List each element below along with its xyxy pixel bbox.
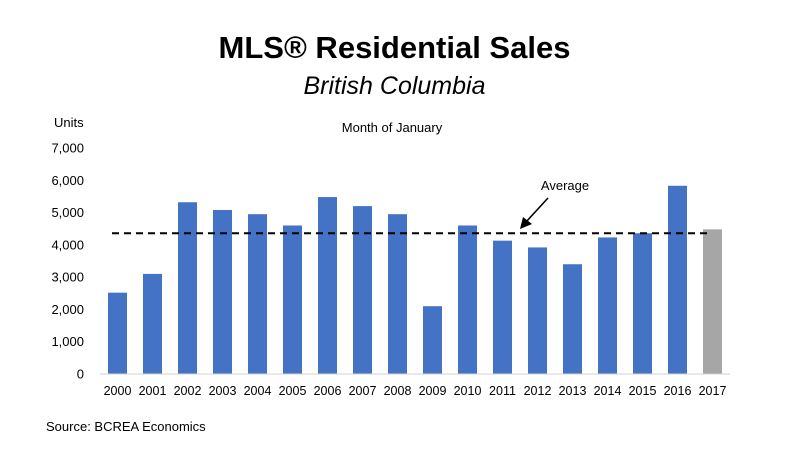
y-tick-label: 6,000	[51, 173, 84, 188]
bar-2006	[318, 197, 337, 374]
y-tick-label: 3,000	[51, 270, 84, 285]
y-tick-label: 2,000	[51, 302, 84, 317]
bar-2008	[388, 214, 407, 374]
y-tick-label: 5,000	[51, 205, 84, 220]
average-line-group: Average	[112, 178, 712, 235]
x-tick-label: 2010	[454, 384, 482, 398]
bar-2015	[633, 233, 652, 374]
source-note: Source: BCREA Economics	[46, 419, 206, 434]
x-tick-label: 2012	[524, 384, 552, 398]
bar-2016	[668, 185, 687, 374]
bar-2011	[493, 240, 512, 374]
x-tick-label: 2016	[664, 384, 692, 398]
x-tick-label: 2005	[279, 384, 307, 398]
average-label: Average	[541, 178, 589, 193]
bar-2017	[703, 229, 722, 374]
bar-2005	[283, 225, 302, 374]
x-axis: 2000 2001 2002 2003 2004 2005 2006 2007 2008 2009…	[100, 373, 730, 398]
y-tick-label: 4,000	[51, 237, 84, 252]
bar-2009	[423, 306, 442, 374]
x-tick-label: 2015	[629, 384, 657, 398]
x-tick-label: 2013	[559, 384, 587, 398]
x-tick-label: 2006	[314, 384, 342, 398]
x-tick-label: 2011	[489, 384, 516, 398]
bar-2001	[143, 273, 162, 374]
bar-2012	[528, 247, 547, 374]
x-tick-label: 2002	[174, 384, 202, 398]
x-tick-label: 2009	[419, 384, 447, 398]
bars	[108, 185, 722, 374]
bar-2000	[108, 292, 127, 374]
chart-title: MLS® Residential Sales	[218, 30, 571, 65]
x-tick-label: 2017	[699, 384, 727, 398]
chart-subtitle: British Columbia	[303, 72, 486, 100]
bar-2002	[178, 202, 197, 374]
bar-2013	[563, 264, 582, 374]
x-tick-label: 2014	[594, 384, 622, 398]
bar-2007	[353, 206, 372, 374]
y-tick-label: 1,000	[51, 334, 84, 349]
bar-2004	[248, 214, 267, 374]
bar-2010	[458, 225, 477, 374]
average-arrow-head	[520, 217, 532, 229]
x-tick-label: 2004	[244, 384, 272, 398]
x-tick-label: 2007	[349, 384, 377, 398]
x-tick-label: 2001	[139, 384, 167, 398]
x-tick-label: 2008	[384, 384, 412, 398]
y-axis: 0 1,000 2,000 3,000 4,000 5,000 6,000 7,000	[51, 141, 84, 382]
x-tick-label: 2003	[209, 384, 237, 398]
chart-inner-title: Month of January	[342, 120, 443, 135]
bar-2003	[213, 209, 232, 374]
x-tick-label: 2000	[104, 384, 132, 398]
average-arrow-shaft	[525, 197, 549, 223]
y-axis-label: Units	[54, 115, 84, 130]
y-tick-label: 0	[77, 367, 84, 382]
bar-2014	[598, 237, 617, 374]
y-tick-label: 7,000	[51, 141, 84, 156]
